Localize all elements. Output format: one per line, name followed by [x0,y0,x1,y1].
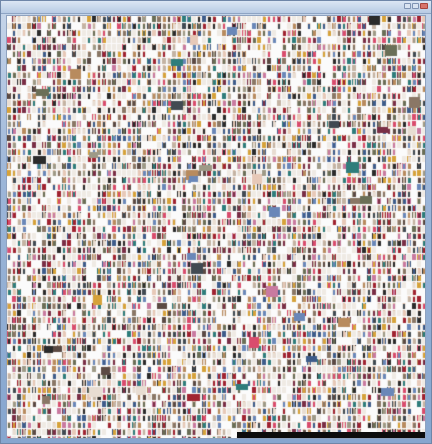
maximize-button[interactable] [412,3,419,9]
title-bar[interactable] [1,1,431,14]
close-button[interactable] [420,3,428,9]
photo-mosaic-image [7,16,425,438]
dark-strip [237,432,425,438]
image-viewport[interactable] [6,15,426,439]
minimize-button[interactable] [404,3,411,9]
